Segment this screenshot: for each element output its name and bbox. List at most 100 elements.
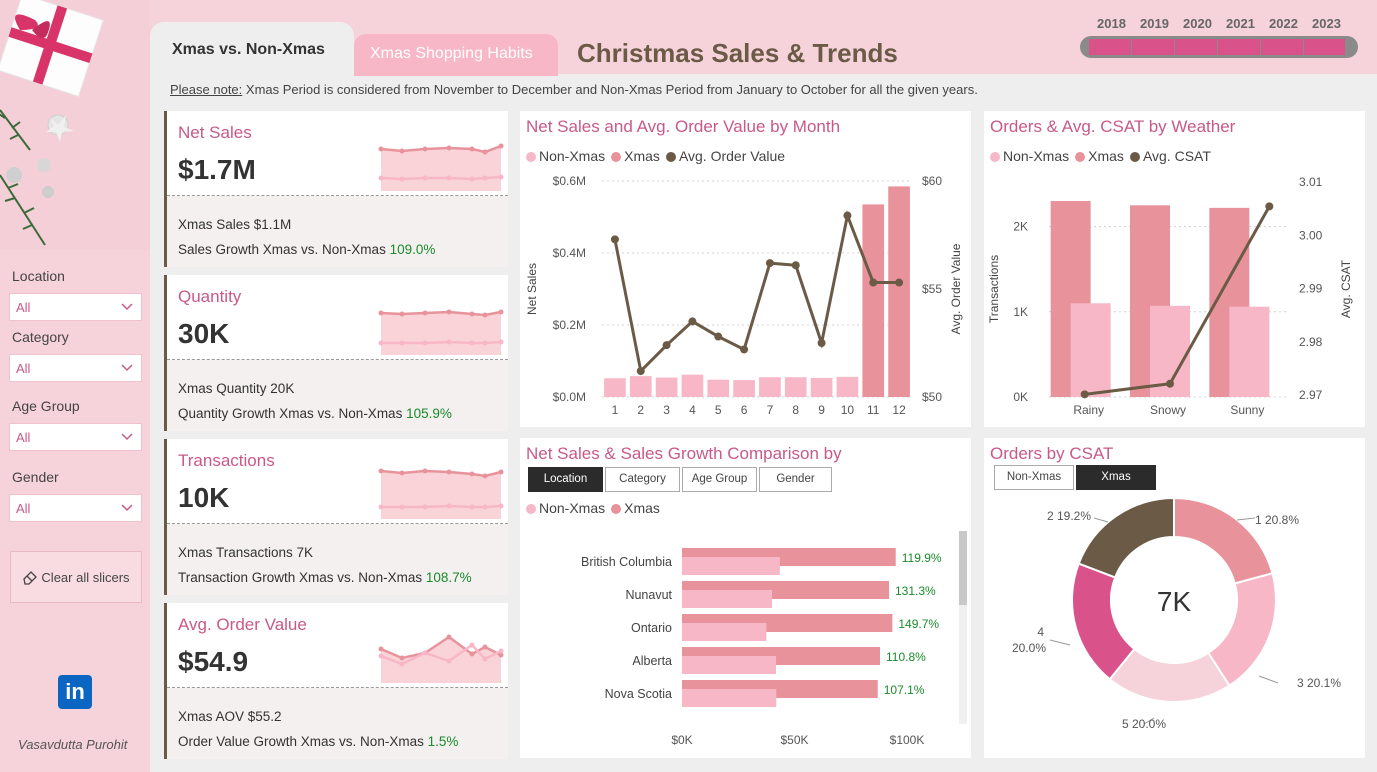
slice-label: 3 (1297, 676, 1304, 690)
kpi-value: $1.7M (178, 154, 256, 185)
legend-item: Non-Xmas (526, 500, 605, 516)
period-note: Please note: Xmas Period is considered f… (170, 82, 978, 97)
bar (836, 376, 859, 397)
year-segment[interactable] (1089, 39, 1132, 55)
aov-point (636, 367, 645, 376)
comparison-chart: British Columbia 119.9% Nunavut 131.3% Ontar… (581, 548, 942, 747)
chart-legend: Non-Xmas Xmas Avg. Order Value (526, 148, 785, 164)
location-slicer[interactable]: All (9, 293, 142, 321)
chevron-down-icon (121, 303, 133, 311)
gender-button[interactable]: Gender (759, 467, 832, 492)
chevron-down-icon (121, 504, 133, 512)
x-tick-label: 11 (867, 403, 880, 417)
chart-title: Net Sales & Sales Growth Comparison by (526, 444, 842, 463)
location-button[interactable]: Location (528, 467, 603, 492)
gender-slicer[interactable]: All (9, 494, 142, 522)
x-tick-label: Rainy (1073, 403, 1104, 417)
kpi-card-net-sales: Net Sales $1.7M Xmas Sales $1.1M Sales G… (164, 111, 508, 267)
linkedin-icon[interactable]: in (58, 675, 92, 709)
monthly-sales-chart-card: Net Sales and Avg. Order Value by Month … (520, 111, 971, 427)
scrollbar-thumb[interactable] (959, 531, 967, 605)
x-tick-label: 9 (818, 403, 825, 417)
y2-tick-label: $50 (922, 390, 942, 404)
kpi-title: Transactions (178, 451, 275, 470)
bar (759, 377, 781, 397)
year-label: 2018 (1097, 16, 1126, 31)
bar-non-xmas (682, 590, 772, 608)
slice-pct: 20.0% (1012, 641, 1046, 655)
tab-xmas-vs-non-xmas[interactable]: Xmas vs. Non-Xmas (150, 22, 354, 78)
slicer-value: All (16, 430, 31, 445)
tab-xmas-shopping-habits[interactable]: Xmas Shopping Habits (354, 34, 558, 76)
x-tick-label: 10 (841, 403, 855, 417)
eraser-icon (23, 571, 38, 585)
xmas-button[interactable]: Xmas (1076, 465, 1156, 490)
note-label: Please note: (170, 82, 243, 97)
growth-label: 131.3% (895, 584, 936, 598)
kpi-xmas-line: Xmas Quantity 20K (178, 381, 294, 396)
legend-label: Xmas (624, 148, 660, 164)
x-tick-label: 3 (663, 403, 670, 417)
aov-point (765, 259, 774, 268)
year-label: 2020 (1183, 16, 1212, 31)
legend-label: Non-Xmas (539, 500, 606, 516)
bar (862, 204, 885, 397)
y-tick-label: 2K (1013, 220, 1028, 234)
slice-pct: 20.8% (1265, 513, 1299, 527)
x-tick-label: Sunny (1230, 403, 1264, 417)
legend-item: Avg. Order Value (665, 148, 785, 164)
year-segment[interactable] (1132, 39, 1175, 55)
kpi-xmas-label: Xmas Transactions (178, 545, 297, 560)
non-xmas-button[interactable]: Non-Xmas (994, 465, 1074, 490)
aov-point (610, 235, 619, 244)
y-tick-label: $0.6M (553, 174, 586, 188)
kpi-growth-label: Quantity Growth Xmas vs. Non-Xmas (178, 406, 407, 421)
legend-item: Xmas (1075, 148, 1124, 164)
scrollbar-track[interactable] (959, 531, 967, 724)
category-slicer[interactable]: All (9, 354, 142, 382)
bar-non-xmas (682, 623, 767, 641)
kpi-card-transactions: Transactions 10K Xmas Transactions 7K Tr… (164, 439, 508, 595)
slice-label: 5 (1122, 717, 1129, 731)
aov-point (714, 332, 723, 341)
leader-line (1093, 517, 1109, 523)
kpi-title: Avg. Order Value (178, 615, 307, 634)
legend-label: Xmas (1088, 148, 1124, 164)
chevron-down-icon (121, 433, 133, 441)
bar (707, 379, 730, 397)
bar-non-xmas (682, 656, 777, 674)
growth-label: 149.7% (898, 617, 939, 631)
year-range-bar[interactable] (1080, 36, 1358, 58)
kpi-xmas-value: $55.2 (247, 709, 282, 724)
year-segment[interactable] (1218, 39, 1261, 55)
bar-non-xmas (1070, 303, 1111, 397)
category-button[interactable]: Category (605, 467, 680, 492)
category-label: Ontario (631, 621, 672, 635)
clear-all-slicers-button[interactable]: Clear all slicers (10, 551, 142, 603)
y-tick-label: $0.2M (553, 318, 586, 332)
bar (888, 186, 910, 397)
y-tick-label: 0K (1013, 390, 1028, 404)
kpi-value: 30K (178, 318, 230, 349)
year-segment[interactable] (1261, 39, 1304, 55)
csat-point (1265, 202, 1274, 211)
year-segment[interactable] (1304, 39, 1346, 55)
slicer-label-category: Category (12, 329, 69, 345)
age-group-button[interactable]: Age Group (682, 467, 757, 492)
slice-pct: 20.0% (1132, 717, 1166, 731)
author-name: Vasavdutta Purohit (18, 737, 128, 752)
clear-all-slicers-label: Clear all slicers (41, 569, 130, 585)
age-group-slicer[interactable]: All (9, 423, 142, 451)
csat-point (1080, 390, 1089, 399)
donut-slice (1077, 496, 1175, 579)
bar (681, 374, 704, 397)
slicer-label-gender: Gender (12, 469, 59, 485)
x-tick-label: 1 (612, 403, 619, 417)
legend-item: Xmas (611, 500, 660, 516)
kpi-xmas-value: 7K (296, 545, 314, 560)
y2-axis-label: Avg. Order Value (949, 243, 963, 334)
y2-axis-label: Avg. CSAT (1339, 259, 1353, 318)
year-segment[interactable] (1175, 39, 1218, 55)
kpi-growth-value: 109.0% (389, 242, 436, 257)
x-tick-label: 6 (741, 403, 748, 417)
